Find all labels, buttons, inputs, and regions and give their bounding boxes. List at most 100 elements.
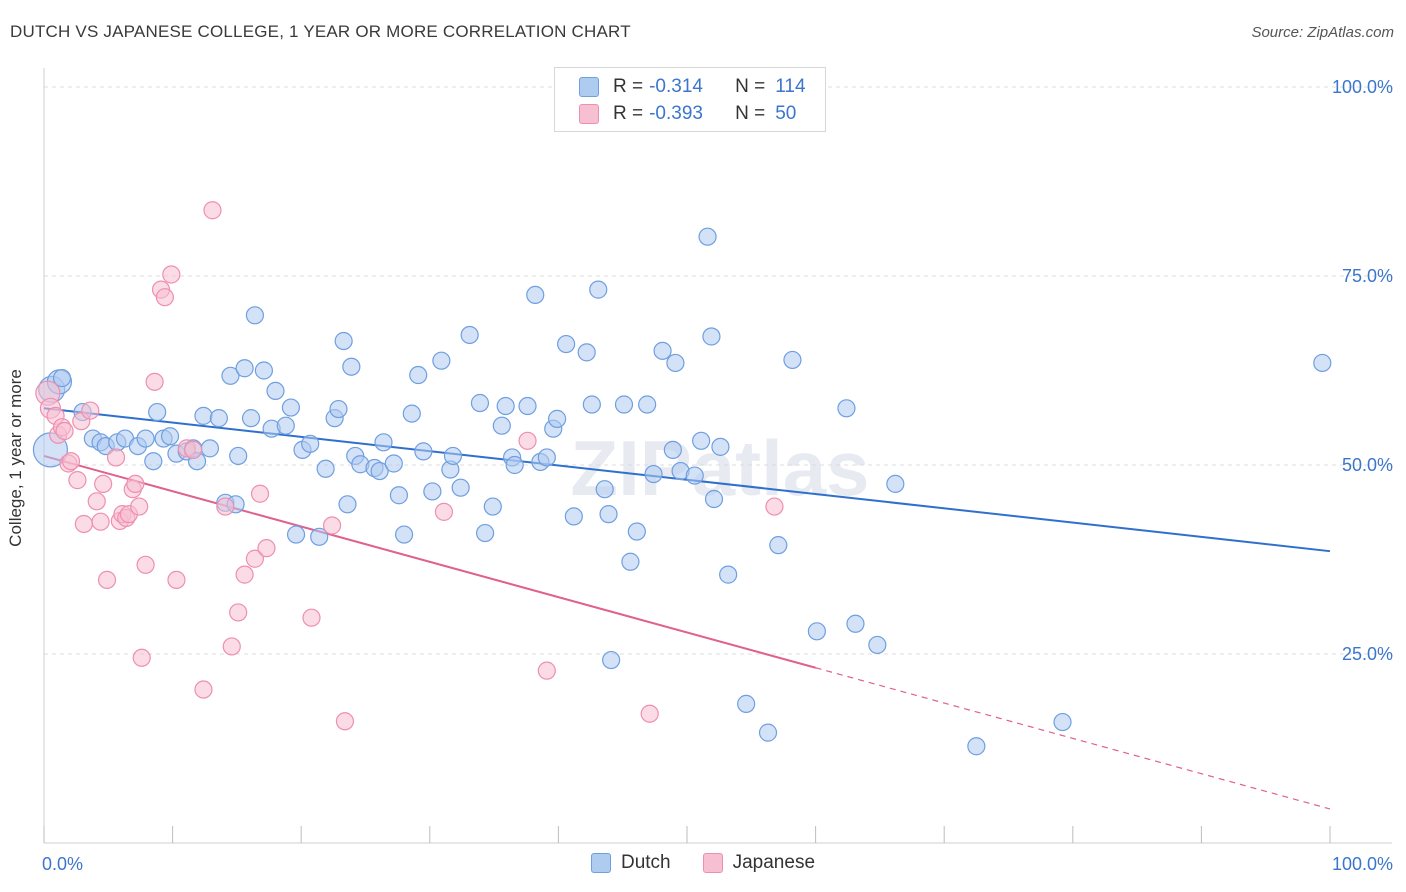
dutch-point: [339, 496, 356, 513]
dutch-point: [838, 400, 855, 417]
dutch-point: [255, 362, 272, 379]
dutch-point: [654, 342, 671, 359]
japanese-point: [258, 540, 275, 557]
dutch-point: [1054, 714, 1071, 731]
japanese-point: [133, 649, 150, 666]
dutch-point: [712, 438, 729, 455]
dutch-point: [433, 352, 450, 369]
dutch-swatch: [579, 77, 599, 97]
dutch-point: [471, 395, 488, 412]
dutch-point: [578, 344, 595, 361]
japanese-point: [519, 432, 536, 449]
japanese-point: [95, 475, 112, 492]
dutch-point: [137, 430, 154, 447]
y-tick-label: 75.0%: [1342, 266, 1393, 286]
japanese-point: [131, 498, 148, 515]
dutch-point: [583, 396, 600, 413]
dutch-point: [497, 398, 514, 415]
dutch-point: [1314, 354, 1331, 371]
japanese-swatch: [579, 104, 599, 124]
y-axis-label-wrap: College, 1 year or more: [6, 369, 26, 547]
y-tick-label: 50.0%: [1342, 455, 1393, 475]
dutch-point: [230, 447, 247, 464]
dutch-point: [424, 483, 441, 500]
legend-label-dutch: Dutch: [621, 852, 671, 874]
japanese-point: [217, 498, 234, 515]
r-value: -0.314: [649, 76, 721, 98]
dutch-point: [282, 399, 299, 416]
dutch-point: [277, 417, 294, 434]
dutch-point: [519, 398, 536, 415]
dutch-point: [461, 326, 478, 343]
dutch-point: [600, 506, 617, 523]
dutch-point: [335, 333, 352, 350]
dutch-point: [527, 286, 544, 303]
dutch-point: [415, 443, 432, 460]
dutch-point: [236, 360, 253, 377]
dutch-point: [770, 537, 787, 554]
japanese-point: [303, 609, 320, 626]
dutch-point: [145, 453, 162, 470]
japanese-point: [641, 705, 658, 722]
japanese-point: [56, 422, 73, 439]
n-value: 50: [775, 103, 796, 125]
japanese-point: [766, 498, 783, 515]
japanese-point: [538, 662, 555, 679]
dutch-point: [558, 336, 575, 353]
y-tick-label: 100.0%: [1332, 77, 1393, 97]
dutch-point: [330, 401, 347, 418]
dutch-point: [703, 328, 720, 345]
dutch-point: [396, 526, 413, 543]
dutch-point: [720, 566, 737, 583]
japanese-point: [230, 604, 247, 621]
legend-item-japanese[interactable]: Japanese: [703, 852, 815, 874]
dutch-point: [390, 487, 407, 504]
dutch-point: [760, 724, 777, 741]
dutch-point: [484, 498, 501, 515]
legend-row-dutch: R = -0.314 N = 114: [579, 75, 806, 99]
japanese-point: [236, 566, 253, 583]
japanese-point: [108, 449, 125, 466]
japanese-point: [163, 266, 180, 283]
dutch-point: [201, 440, 218, 457]
dutch-point: [808, 623, 825, 640]
japanese-point: [88, 493, 105, 510]
legend-label-japanese: Japanese: [733, 852, 815, 874]
r-value: -0.393: [649, 103, 721, 125]
dutch-point: [375, 434, 392, 451]
japanese-point: [75, 515, 92, 532]
legend-row-japanese: R = -0.393 N = 50: [579, 102, 796, 126]
dutch-point: [410, 367, 427, 384]
dutch-point: [162, 428, 179, 445]
dutch-point: [493, 417, 510, 434]
dutch-point: [869, 636, 886, 653]
dutch-point: [628, 523, 645, 540]
dutch-point: [149, 404, 166, 421]
japanese-point: [156, 289, 173, 306]
dutch-point: [590, 281, 607, 298]
japanese-point: [69, 472, 86, 489]
legend-item-dutch[interactable]: Dutch: [591, 852, 671, 874]
dutch-point: [444, 447, 461, 464]
japanese-point: [435, 503, 452, 520]
dutch-point: [699, 228, 716, 245]
scatter-plot: ZIPatlas 100.0%75.0%50.0%25.0%0.0% 100.0%: [0, 0, 1406, 892]
japanese-point: [223, 638, 240, 655]
correlation-legend: R = -0.314 N = 114 R = -0.393 N = 50: [554, 67, 826, 132]
dutch-point: [302, 435, 319, 452]
japanese-point: [146, 373, 163, 390]
dutch-point: [317, 460, 334, 477]
japanese-point: [336, 713, 353, 730]
dutch-point: [664, 441, 681, 458]
dutch-point: [784, 351, 801, 368]
japanese-point: [252, 485, 269, 502]
dutch-point: [210, 410, 227, 427]
japanese-swatch: [703, 853, 723, 873]
dutch-point: [565, 508, 582, 525]
dutch-point: [622, 553, 639, 570]
series-legend: Dutch Japanese: [0, 852, 1406, 874]
dutch-point: [477, 525, 494, 542]
dutch-point: [887, 475, 904, 492]
dutch-point: [452, 479, 469, 496]
japanese-point: [137, 556, 154, 573]
